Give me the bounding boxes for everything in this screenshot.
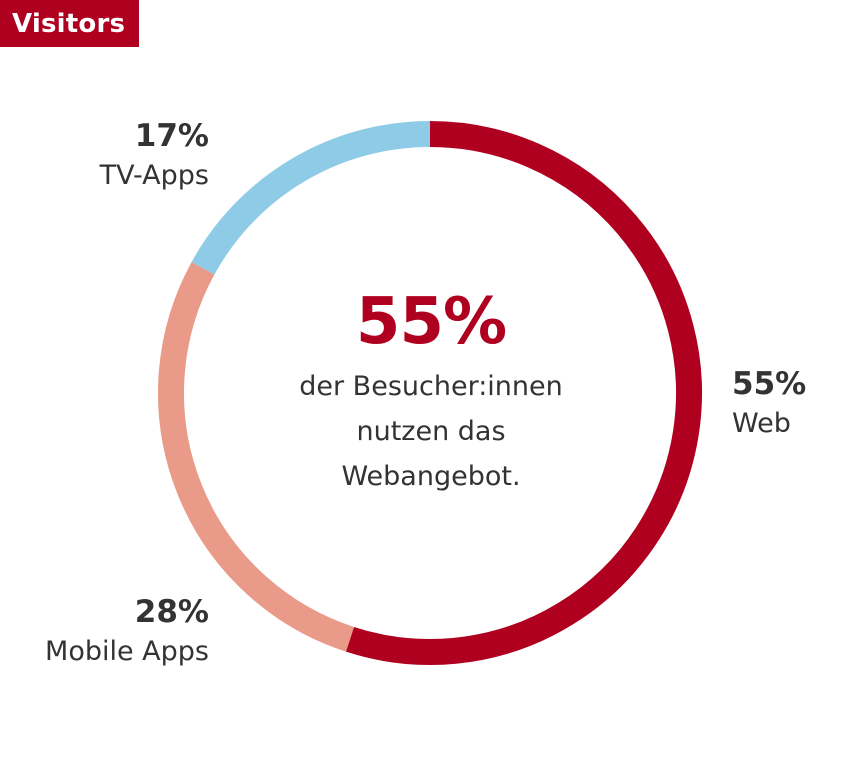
segment-name-tv-apps: TV-Apps — [99, 160, 209, 191]
donut-segment-tv-apps — [191, 121, 431, 275]
donut-segment-mobile-apps — [158, 261, 354, 652]
donut-segment-web — [345, 121, 702, 665]
center-line-1: der Besucher:innen — [299, 371, 563, 402]
segment-name-mobile-apps: Mobile Apps — [45, 636, 209, 667]
segment-label-web: 55% Web — [732, 364, 806, 444]
segment-value-mobile-apps: 28% — [134, 594, 209, 630]
segment-label-mobile-apps: 28% Mobile Apps — [45, 592, 209, 672]
segment-value-web: 55% — [732, 366, 807, 402]
center-value: 55% — [355, 285, 507, 359]
segment-name-web: Web — [732, 408, 791, 439]
segment-value-tv-apps: 17% — [134, 118, 209, 154]
center-summary: 55% der Besucher:innen nutzen das Webang… — [256, 280, 606, 499]
center-line-3: Webangebot. — [341, 461, 521, 492]
chart-title-badge: Visitors — [0, 0, 140, 47]
center-line-2: nutzen das — [356, 416, 506, 447]
chart-title: Visitors — [12, 8, 126, 39]
segment-label-tv-apps: 17% TV-Apps — [100, 116, 209, 196]
